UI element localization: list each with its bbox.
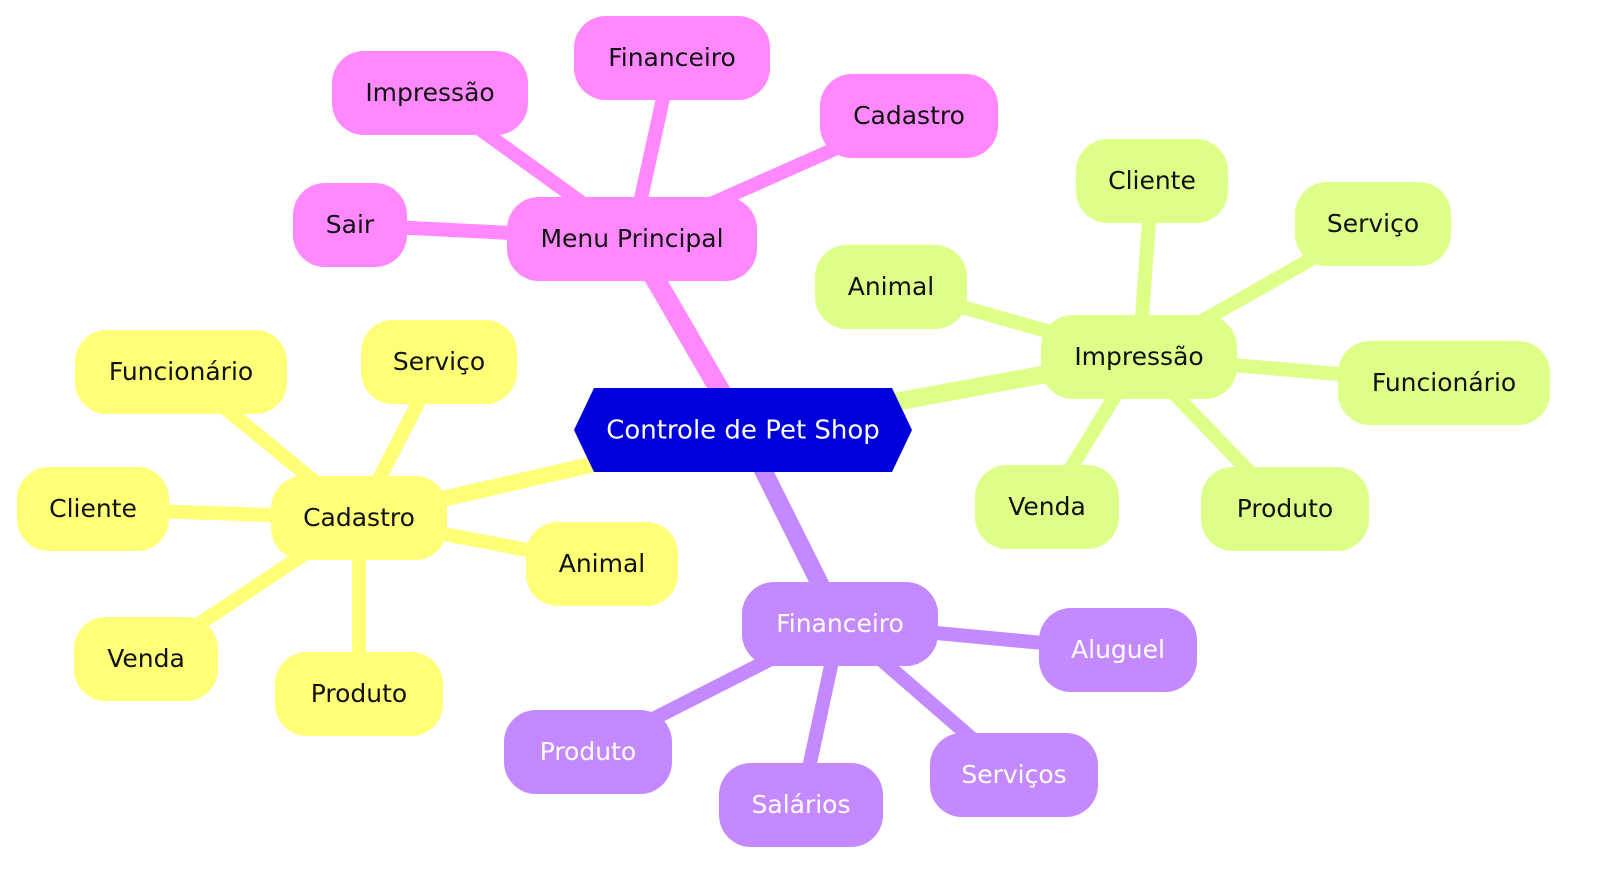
node-menu-principal-cadastro-box [820, 74, 998, 158]
node-impressao-venda: Venda [975, 465, 1119, 549]
node-financeiro-servicos-box [930, 733, 1098, 817]
node-financeiro-salarios-box [719, 763, 883, 847]
node-financeiro-salarios: Salários [719, 763, 883, 847]
node-cadastro-funcionario: Funcionário [75, 330, 287, 414]
node-financeiro-produto-box [504, 710, 672, 794]
node-cadastro-cliente-label: Cliente [49, 494, 137, 523]
node-cadastro-produto: Produto [275, 652, 443, 736]
node-cadastro-servico: Serviço [361, 320, 517, 404]
branch-node-cadastro: Cadastro [271, 476, 447, 560]
node-financeiro-salarios-label: Salários [752, 790, 851, 819]
node-cadastro-produto-box [275, 652, 443, 736]
node-financeiro-produto: Produto [504, 710, 672, 794]
nodes-layer: Impressão Financeiro Cadastro Sair Cliente Se… [17, 16, 1550, 847]
node-cadastro-animal-label: Animal [559, 549, 646, 578]
node-impressao-animal: Animal [815, 245, 967, 329]
node-menu-principal-impressao: Impressão [332, 51, 528, 135]
node-financeiro-aluguel-label: Aluguel [1071, 635, 1165, 664]
node-cadastro-animal: Animal [526, 522, 678, 606]
branch-node-impressao: Impressão [1041, 315, 1237, 399]
node-impressao-funcionario-box [1338, 341, 1550, 425]
branch-node-menu-principal-label: Menu Principal [540, 224, 723, 253]
node-impressao-funcionario: Funcionário [1338, 341, 1550, 425]
node-impressao-servico-box [1295, 182, 1451, 266]
node-menu-principal-impressao-label: Impressão [365, 78, 494, 107]
node-impressao-animal-label: Animal [848, 272, 935, 301]
node-menu-principal-financeiro-box [574, 16, 770, 100]
node-menu-principal-financeiro-label: Financeiro [608, 43, 736, 72]
node-cadastro-servico-label: Serviço [393, 347, 485, 376]
node-cadastro-servico-box [361, 320, 517, 404]
node-impressao-venda-label: Venda [1008, 492, 1086, 521]
node-impressao-produto-box [1201, 467, 1369, 551]
node-cadastro-cliente-box [17, 467, 169, 551]
node-impressao-cliente-label: Cliente [1108, 166, 1196, 195]
node-cadastro-venda-box [74, 617, 218, 701]
node-impressao-produto-label: Produto [1237, 494, 1333, 523]
node-cadastro-venda: Venda [74, 617, 218, 701]
node-cadastro-funcionario-label: Funcionário [109, 357, 253, 386]
branch-node-financeiro: Financeiro [742, 582, 938, 666]
branch-node-menu-principal: Menu Principal [507, 197, 757, 281]
node-menu-principal-cadastro-label: Cadastro [853, 101, 965, 130]
node-impressao-servico: Serviço [1295, 182, 1451, 266]
node-impressao-animal-box [815, 245, 967, 329]
node-menu-principal-sair: Sair [293, 183, 407, 267]
branch-node-financeiro-box [742, 582, 938, 666]
root-node-label: Controle de Pet Shop [606, 416, 880, 446]
node-cadastro-venda-label: Venda [107, 644, 185, 673]
node-menu-principal-impressao-box [332, 51, 528, 135]
node-impressao-servico-label: Serviço [1327, 209, 1419, 238]
branch-node-impressao-box [1041, 315, 1237, 399]
node-impressao-funcionario-label: Funcionário [1372, 368, 1516, 397]
node-financeiro-servicos: Serviços [930, 733, 1098, 817]
node-menu-principal-cadastro: Cadastro [820, 74, 998, 158]
node-menu-principal-sair-label: Sair [326, 210, 375, 239]
node-financeiro-produto-label: Produto [540, 737, 636, 766]
node-cadastro-cliente: Cliente [17, 467, 169, 551]
node-impressao-produto: Produto [1201, 467, 1369, 551]
node-financeiro-aluguel-box [1039, 608, 1197, 692]
branch-node-cadastro-box [271, 476, 447, 560]
branch-node-impressao-label: Impressão [1074, 342, 1203, 371]
root-node-hexagon [574, 388, 912, 472]
node-financeiro-aluguel: Aluguel [1039, 608, 1197, 692]
branch-node-financeiro-label: Financeiro [776, 609, 904, 638]
node-cadastro-produto-label: Produto [311, 679, 407, 708]
node-menu-principal-financeiro: Financeiro [574, 16, 770, 100]
branch-node-menu-principal-box [507, 197, 757, 281]
node-menu-principal-sair-box [293, 183, 407, 267]
node-cadastro-animal-box [526, 522, 678, 606]
root-node: Controle de Pet Shop [574, 388, 912, 472]
node-impressao-cliente-box [1076, 139, 1228, 223]
node-impressao-cliente: Cliente [1076, 139, 1228, 223]
node-impressao-venda-box [975, 465, 1119, 549]
node-cadastro-funcionario-box [75, 330, 287, 414]
branch-node-cadastro-label: Cadastro [303, 503, 415, 532]
node-financeiro-servicos-label: Serviços [961, 760, 1066, 789]
